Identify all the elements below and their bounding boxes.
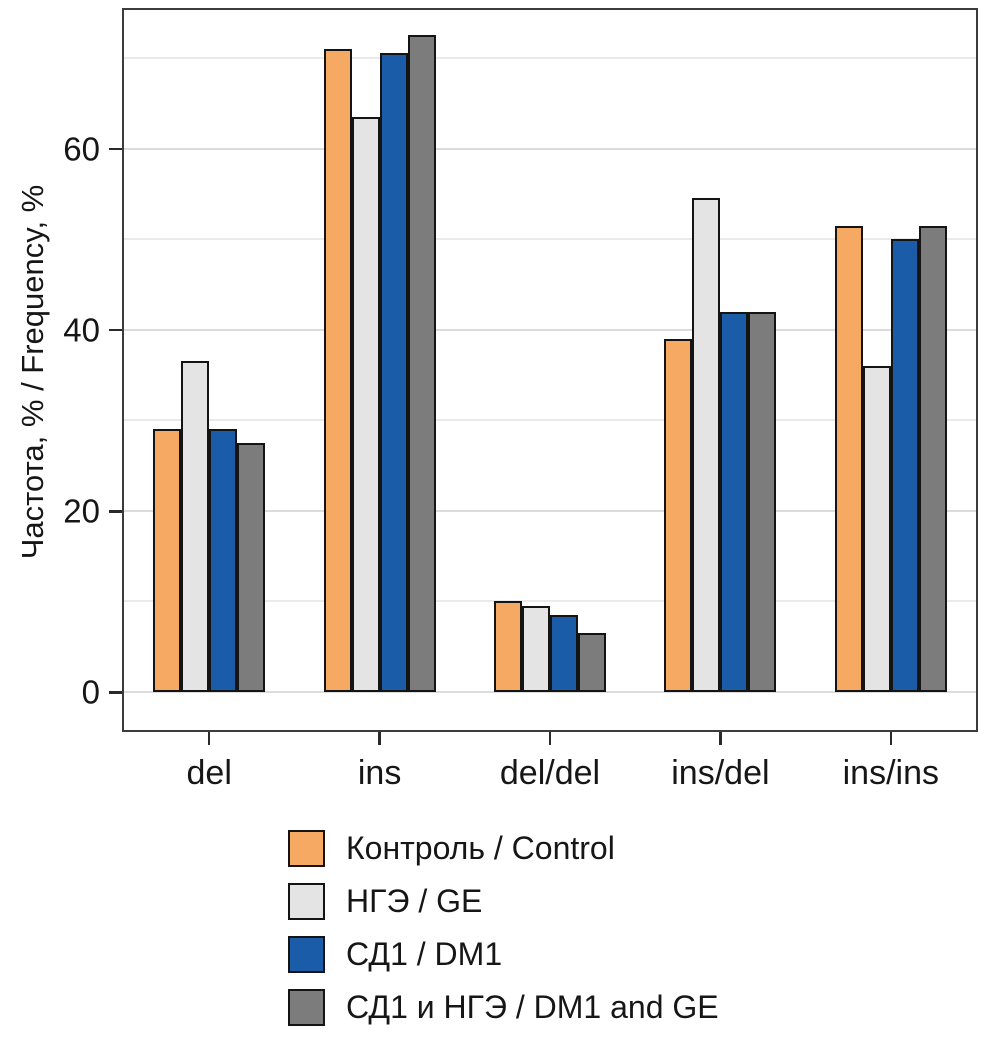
- y-tick-label-40: 40: [63, 311, 100, 349]
- x-tick-mark-del: [207, 732, 211, 745]
- legend-swatch-2: [288, 936, 325, 973]
- gridline-20: [124, 509, 976, 512]
- bar-del-series-0: [153, 429, 182, 692]
- legend-item-0: Контроль / Control: [288, 830, 719, 867]
- legend-swatch-3: [288, 989, 325, 1026]
- y-tick-label-20: 20: [63, 492, 100, 530]
- y-tick-label-60: 60: [63, 130, 100, 168]
- legend-label-3: СД1 и НГЭ / DM1 and GE: [346, 988, 719, 1025]
- plot-area: [122, 8, 978, 732]
- bar-del-series-3: [237, 442, 266, 692]
- bar-del/del-series-0: [494, 601, 522, 692]
- legend-label-2: СД1 / DM1: [346, 935, 503, 972]
- bar-ins-series-2: [379, 53, 408, 692]
- bar-group-ins/del: [664, 198, 777, 692]
- y-tick-mark-20: [109, 510, 122, 513]
- legend-item-1: НГЭ / GE: [288, 883, 719, 920]
- legend-item-3: СД1 и НГЭ / DM1 and GE: [288, 989, 719, 1026]
- bar-group-del/del: [494, 601, 606, 692]
- gridline-60: [124, 147, 976, 150]
- y-axis: 0 20 40 60: [0, 8, 122, 732]
- bar-ins/del-series-2: [720, 311, 749, 692]
- gridline-30: [124, 419, 976, 421]
- bar-ins/ins-series-2: [890, 239, 919, 692]
- y-tick-mark-60: [109, 147, 122, 151]
- legend-swatch-0: [288, 830, 325, 867]
- legend-label-1: НГЭ / GE: [346, 882, 483, 919]
- legend-swatch-1: [288, 883, 325, 920]
- bar-group-del: [153, 361, 266, 692]
- bar-ins-series-3: [407, 35, 436, 692]
- gridline-10: [124, 600, 976, 602]
- bar-ins/ins-series-0: [834, 225, 863, 692]
- gridline-40: [124, 328, 976, 331]
- bar-ins/ins-series-1: [862, 365, 891, 692]
- x-tick-mark-del/del: [548, 732, 552, 745]
- x-tick-mark-ins: [378, 732, 381, 745]
- bar-ins/ins-series-3: [918, 225, 947, 692]
- bar-ins/del-series-3: [748, 311, 777, 692]
- x-tick-mark-ins/del: [719, 732, 722, 745]
- x-tick-label-del/del: del/del: [499, 754, 601, 792]
- x-tick-label-ins/del: ins/del: [671, 754, 770, 792]
- y-tick-mark-0: [109, 691, 122, 694]
- bar-group-ins: [323, 35, 436, 692]
- gridline-50: [124, 238, 976, 240]
- bar-ins/del-series-1: [692, 198, 721, 692]
- bar-del-series-2: [209, 429, 238, 692]
- x-tick-label-del: del: [186, 754, 232, 792]
- legend: Контроль / Control НГЭ / GE СД1 / DM1 СД1 и…: [288, 830, 719, 1026]
- bar-del/del-series-2: [550, 615, 578, 692]
- x-tick-mark-ins/ins: [889, 732, 893, 745]
- bar-del/del-series-1: [522, 605, 550, 692]
- x-tick-label-ins/ins: ins/ins: [842, 754, 939, 792]
- y-tick-label-0: 0: [81, 673, 100, 711]
- bar-del-series-1: [181, 361, 210, 692]
- legend-item-2: СД1 / DM1: [288, 936, 719, 973]
- x-tick-label-ins: ins: [357, 754, 402, 792]
- bar-del/del-series-3: [578, 633, 606, 692]
- y-tick-mark-40: [109, 328, 122, 332]
- bar-ins-series-1: [351, 116, 380, 692]
- legend-label-0: Контроль / Control: [346, 829, 615, 866]
- bar-ins/del-series-0: [664, 338, 693, 692]
- bar-group-ins/ins: [834, 225, 947, 692]
- bar-ins-series-0: [323, 48, 352, 692]
- x-axis: del ins del/del ins/del ins/ins: [124, 732, 976, 812]
- gridline-70: [124, 57, 976, 59]
